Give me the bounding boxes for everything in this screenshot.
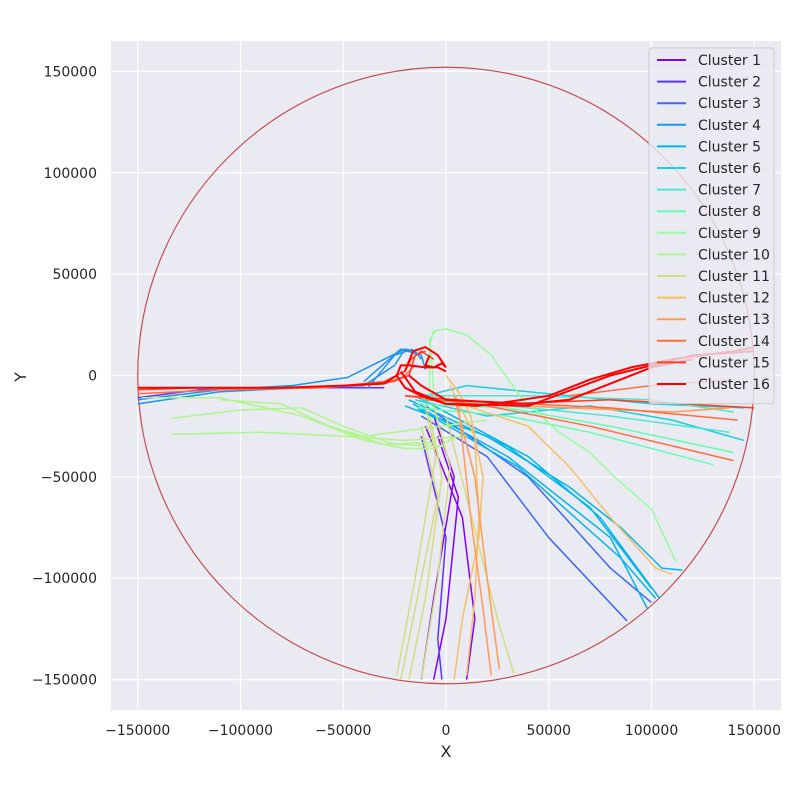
trajectory-line bbox=[424, 425, 476, 680]
y-tick-label: 150000 bbox=[44, 64, 97, 80]
series-cluster-3 bbox=[420, 405, 652, 622]
x-axis-label: X bbox=[441, 742, 452, 761]
trajectory-line bbox=[420, 436, 447, 680]
trajectory-line bbox=[420, 415, 628, 622]
legend-label: Cluster 10 bbox=[698, 247, 770, 263]
y-tick-label: 100000 bbox=[44, 166, 97, 182]
trajectory-line bbox=[172, 431, 467, 442]
trajectory-line bbox=[425, 395, 734, 413]
x-tick-label: 150000 bbox=[728, 723, 781, 739]
trajectory-line bbox=[432, 436, 460, 680]
legend-label: Cluster 1 bbox=[698, 53, 761, 69]
y-tick-label: 50000 bbox=[52, 267, 97, 283]
x-ticks: −150000 −100000 −50000 0 50000 100000 150000 bbox=[105, 723, 781, 739]
legend-label: Cluster 3 bbox=[698, 96, 761, 112]
trajectory-line bbox=[400, 426, 439, 680]
trajectory-line bbox=[466, 405, 673, 575]
legend-label: Cluster 7 bbox=[698, 183, 761, 199]
trajectory-line bbox=[453, 395, 501, 670]
legend-label: Cluster 16 bbox=[698, 377, 770, 393]
legend-box bbox=[648, 47, 775, 405]
y-axis-label: Y bbox=[11, 372, 30, 383]
legend-label: Cluster 6 bbox=[698, 161, 761, 177]
legend-label: Cluster 2 bbox=[698, 75, 761, 91]
y-tick-label: −150000 bbox=[32, 673, 97, 689]
legend-label: Cluster 9 bbox=[698, 226, 761, 242]
trajectory-line bbox=[403, 346, 447, 372]
x-tick-label: −150000 bbox=[105, 723, 170, 739]
series-cluster-11 bbox=[395, 405, 515, 680]
series-cluster-12 bbox=[445, 375, 673, 680]
trajectory-line bbox=[424, 405, 652, 604]
trajectory-line bbox=[428, 330, 437, 396]
trajectory-line bbox=[322, 419, 488, 438]
trajectory-line bbox=[395, 405, 437, 676]
trajectory-line bbox=[415, 399, 745, 442]
trajectory-line bbox=[445, 415, 515, 674]
trajectory-line bbox=[137, 348, 418, 401]
legend-label: Cluster 5 bbox=[698, 139, 761, 155]
x-tick-label: 100000 bbox=[625, 723, 678, 739]
x-tick-label: 50000 bbox=[526, 723, 571, 739]
trajectory-line bbox=[367, 348, 414, 389]
y-tick-label: −100000 bbox=[32, 571, 97, 587]
x-tick-label: 0 bbox=[442, 723, 451, 739]
series-lines bbox=[137, 328, 755, 680]
legend-label: Cluster 12 bbox=[698, 291, 770, 307]
trajectory-line bbox=[457, 405, 492, 676]
y-tick-label: −50000 bbox=[41, 470, 97, 486]
x-tick-label: −50000 bbox=[315, 723, 371, 739]
series-cluster-9 bbox=[428, 328, 677, 563]
legend-label: Cluster 13 bbox=[698, 312, 770, 328]
legend-label: Cluster 4 bbox=[698, 118, 761, 134]
legend: Cluster 1 Cluster 2 Cluster 3 Cluster 4 Clus… bbox=[648, 47, 775, 405]
legend-label: Cluster 14 bbox=[698, 334, 770, 350]
trajectory-line bbox=[449, 385, 480, 676]
trajectory-line bbox=[420, 405, 451, 680]
trajectory-line bbox=[219, 399, 436, 446]
legend-label: Cluster 11 bbox=[698, 269, 770, 285]
trajectory-line bbox=[408, 358, 693, 405]
trajectory-line bbox=[445, 375, 484, 680]
y-ticks: −150000 −100000 −50000 0 50000 100000 150000 bbox=[32, 64, 97, 688]
trajectory-line bbox=[172, 407, 447, 448]
trajectory-line bbox=[416, 407, 657, 599]
x-tick-label: −100000 bbox=[208, 723, 273, 739]
legend-label: Cluster 15 bbox=[698, 355, 770, 371]
y-tick-label: 0 bbox=[88, 369, 97, 385]
legend-label: Cluster 8 bbox=[698, 204, 761, 220]
trajectory-line bbox=[408, 415, 443, 680]
trajectory-line bbox=[363, 348, 427, 383]
trajectory-line bbox=[414, 395, 661, 599]
